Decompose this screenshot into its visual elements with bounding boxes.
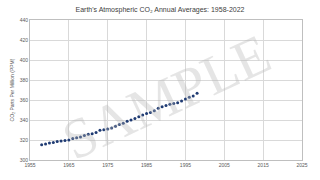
- svg-text:420: 420: [20, 37, 29, 43]
- svg-text:360: 360: [20, 97, 29, 103]
- svg-text:1955: 1955: [24, 162, 35, 168]
- svg-text:340: 340: [20, 117, 29, 123]
- svg-text:320: 320: [20, 137, 29, 143]
- svg-text:300: 300: [20, 157, 29, 163]
- svg-text:Earth's Atmospheric CO₂ Annual: Earth's Atmospheric CO₂ Annual Averages:…: [76, 6, 245, 14]
- svg-text:440: 440: [20, 17, 29, 23]
- svg-text:SAMPLE: SAMPLE: [53, 22, 279, 172]
- svg-text:2015: 2015: [258, 162, 269, 168]
- svg-text:1965: 1965: [63, 162, 74, 168]
- svg-text:400: 400: [20, 57, 29, 63]
- svg-text:1995: 1995: [180, 162, 191, 168]
- svg-text:380: 380: [20, 77, 29, 83]
- svg-text:2005: 2005: [219, 162, 230, 168]
- svg-text:1985: 1985: [141, 162, 152, 168]
- svg-text:2025: 2025: [296, 162, 307, 168]
- svg-text:1975: 1975: [102, 162, 113, 168]
- svg-text:CO₂ Parts Per Million (PPM): CO₂ Parts Per Million (PPM): [9, 58, 15, 121]
